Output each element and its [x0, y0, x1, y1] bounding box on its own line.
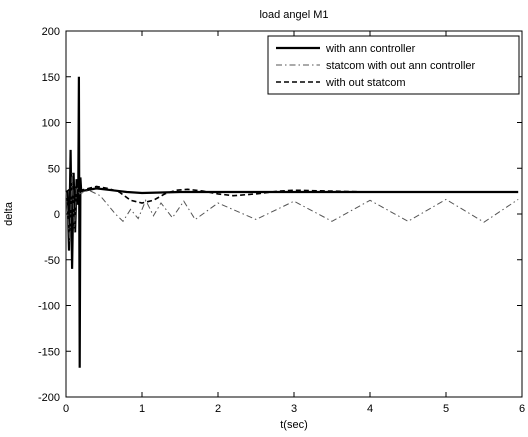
legend-box	[267, 35, 520, 95]
x-tick-label: 4	[367, 403, 373, 415]
series-line-3	[65, 185, 519, 204]
legend-label: with out statcom	[325, 77, 405, 89]
y-tick-label: 200	[42, 26, 60, 38]
y-axis-label: delta	[3, 201, 15, 226]
x-tick-label: 2	[215, 403, 221, 415]
x-tick-label: 5	[443, 403, 449, 415]
legend-label: with ann controller	[325, 43, 416, 55]
x-tick-label: 3	[291, 403, 297, 415]
chart-title: load angel M1	[259, 9, 328, 21]
series-layer	[65, 76, 519, 368]
series-line-2	[65, 172, 519, 242]
y-tick-label: 50	[48, 163, 60, 175]
series-line-1	[66, 76, 519, 368]
x-tick-label: 1	[139, 403, 145, 415]
y-tick-label: 100	[42, 118, 60, 130]
y-tick-label: 0	[54, 209, 60, 221]
x-tick-label: 0	[63, 403, 69, 415]
x-axis-label: t(sec)	[280, 419, 308, 431]
legend: with ann controller statcom with out ann …	[267, 35, 520, 95]
y-tick-label: -100	[38, 301, 60, 313]
axis-ticks: 0 1 2 3 4 5 6 -200 -150 -100 -50 0 50 100 150 200	[38, 26, 525, 415]
y-tick-label: -150	[38, 346, 60, 358]
y-tick-label: -50	[44, 255, 60, 267]
legend-label: statcom with out ann controller	[326, 60, 476, 72]
x-tick-label: 6	[519, 403, 525, 415]
y-tick-label: 150	[42, 72, 60, 84]
y-tick-label: -200	[38, 392, 60, 404]
